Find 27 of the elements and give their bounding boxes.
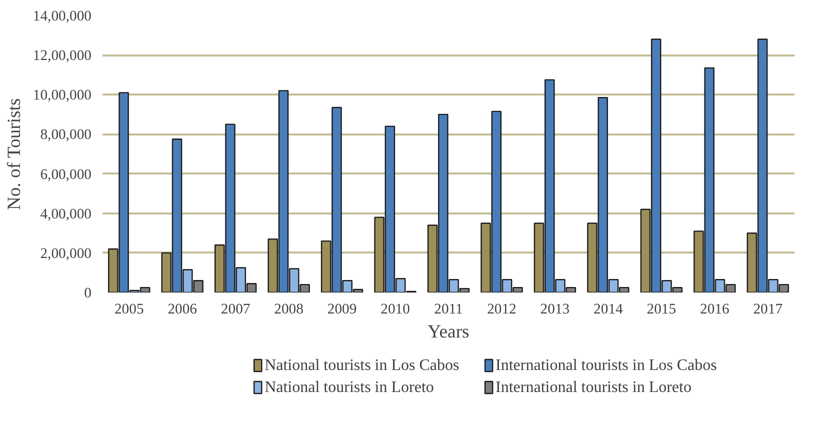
x-tick-label: 2015	[646, 302, 676, 318]
x-tick-label: 2011	[434, 302, 463, 318]
x-tick-label: 2014	[594, 302, 624, 318]
x-tick-label: 2005	[114, 302, 144, 318]
x-tick-label: 2013	[540, 302, 570, 318]
x-axis-title: Years	[428, 322, 470, 342]
x-tick-label: 2008	[274, 302, 304, 318]
y-tick-label: 0	[84, 286, 92, 302]
legend-label: National tourists in Los Cabos	[264, 357, 460, 374]
y-tick-label: 4,00,000	[40, 206, 92, 222]
legend-label: International tourists in Loreto	[496, 379, 692, 396]
y-tick-label: 12,00,000	[32, 48, 92, 64]
x-tick-label: 2009	[327, 302, 357, 318]
y-axis-title: No. of Tourists	[4, 98, 25, 210]
y-tick-label: 14,00,000	[32, 8, 92, 24]
x-tick-label: 2017	[753, 302, 783, 318]
x-tick-label: 2010	[380, 302, 410, 318]
x-tick-label: 2007	[220, 302, 250, 318]
y-tick-label: 10,00,000	[32, 88, 92, 104]
y-tick-label: 2,00,000	[40, 246, 92, 262]
legend-label: International tourists in Los Cabos	[496, 357, 717, 374]
legend-label: National tourists in Loreto	[264, 379, 434, 396]
x-tick-label: 2012	[487, 302, 516, 318]
x-tick-label: 2006	[168, 302, 197, 318]
y-tick-label: 8,00,000	[40, 127, 92, 144]
x-tick-label: 2016	[700, 302, 730, 318]
y-tick-label: 6,00,000	[40, 166, 92, 183]
